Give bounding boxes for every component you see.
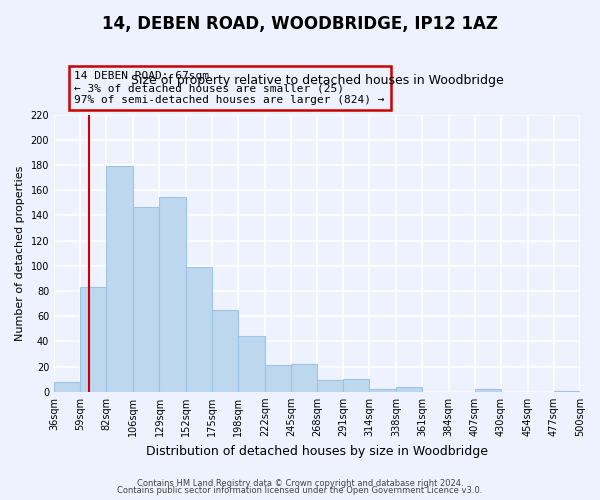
Bar [80,288,106,392]
Bar [291,364,317,392]
Bar [475,390,500,392]
Bar [397,387,422,392]
Bar [185,267,212,392]
Title: Size of property relative to detached houses in Woodbridge: Size of property relative to detached ho… [131,74,503,87]
Bar [133,206,160,392]
Text: 14, DEBEN ROAD, WOODBRIDGE, IP12 1AZ: 14, DEBEN ROAD, WOODBRIDGE, IP12 1AZ [102,15,498,33]
Bar [160,196,185,392]
Bar [554,390,580,392]
Y-axis label: Number of detached properties: Number of detached properties [15,166,25,341]
Bar [369,390,397,392]
Bar [317,380,343,392]
Bar [106,166,133,392]
Bar [212,310,238,392]
Text: 14 DEBEN ROAD: 67sqm
← 3% of detached houses are smaller (25)
97% of semi-detach: 14 DEBEN ROAD: 67sqm ← 3% of detached ho… [74,72,385,104]
Bar [54,382,80,392]
X-axis label: Distribution of detached houses by size in Woodbridge: Distribution of detached houses by size … [146,444,488,458]
Text: Contains public sector information licensed under the Open Government Licence v3: Contains public sector information licen… [118,486,482,495]
Bar [265,366,291,392]
Bar [343,379,369,392]
Text: Contains HM Land Registry data © Crown copyright and database right 2024.: Contains HM Land Registry data © Crown c… [137,478,463,488]
Bar [238,336,265,392]
